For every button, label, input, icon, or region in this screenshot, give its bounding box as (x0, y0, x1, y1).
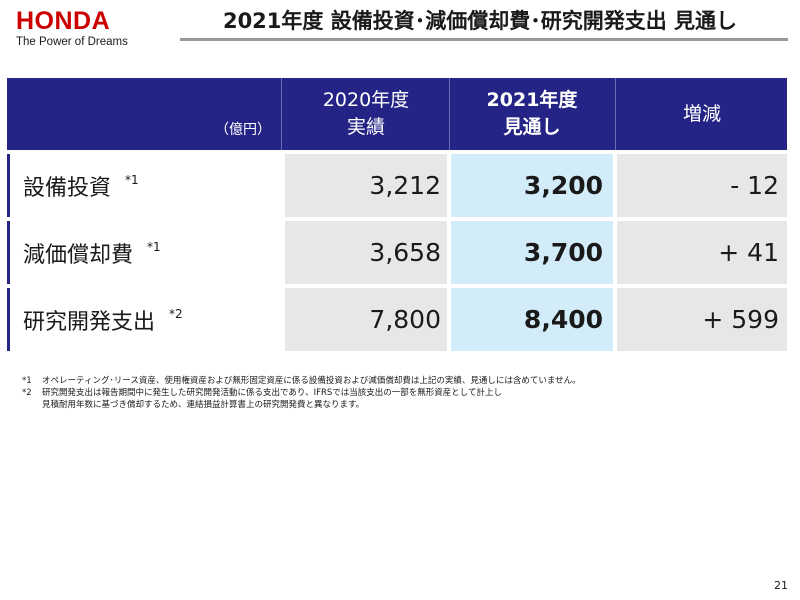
capex-table: （億円） 2020年度 実績 2021年度 見通し 増減 設備投資 *1 3,212 3,… (7, 78, 787, 351)
footnote-1-mark: *1 (22, 376, 32, 386)
page-number: 21 (774, 579, 788, 592)
footnote-2-mark: *2 (22, 388, 32, 398)
header-2020-year: 2020年度 (322, 89, 410, 111)
header-background (7, 78, 787, 150)
row-label: 研究開発支出 *2 (23, 288, 183, 351)
header-divider (281, 78, 282, 150)
footnote-2-text-line2: 見積耐用年数に基づき償却するため、連結損益計算書上の研究開発費と異なります。 (42, 400, 365, 410)
header-2021-year: 2021年度 (486, 89, 578, 111)
header-2021-sub: 見通し (503, 116, 561, 138)
honda-logo: HONDA The Power of Dreams (16, 8, 128, 49)
footnote-1: *1 オペレーティング･リース資産、使用権資産および無形固定資産に係る設備投資およ… (22, 375, 782, 387)
title-underline (180, 38, 788, 41)
row-label-text: 減価償却費 (23, 242, 134, 268)
header-divider (615, 78, 616, 150)
table-header-row: （億円） 2020年度 実績 2021年度 見通し 増減 (7, 78, 787, 150)
row-note: *2 (169, 306, 183, 321)
row-label: 減価償却費 *1 (23, 221, 161, 284)
row-note: *1 (147, 239, 161, 254)
logo-wordmark: HONDA (16, 7, 111, 35)
slide-title: 2021年度 設備投資･減価償却費･研究開発支出 見通し (222, 9, 738, 33)
table-row: 減価償却費 *1 3,658 3,700 + 41 (7, 221, 787, 284)
row-label-text: 設備投資 (23, 175, 112, 201)
cell-2021-forecast: 3,700 (451, 221, 613, 284)
row-marker (7, 288, 10, 351)
footnote-2: *2 研究開発支出は報告期間中に発生した研究開発活動に係る支出であり、IFRSでは… (22, 387, 782, 411)
cell-change: + 41 (617, 221, 787, 284)
row-label: 設備投資 *1 (23, 154, 139, 217)
cell-2021-forecast: 8,400 (451, 288, 613, 351)
table-row: 研究開発支出 *2 7,800 8,400 + 599 (7, 288, 787, 351)
table-row: 設備投資 *1 3,212 3,200- 12 (7, 154, 787, 217)
footnote-2-text-line1: 研究開発支出は報告期間中に発生した研究開発活動に係る支出であり、IFRSでは当該… (42, 388, 503, 398)
unit-label: （億円） (215, 122, 271, 138)
header-change: 増減 (682, 102, 721, 125)
footnotes: *1 オペレーティング･リース資産、使用権資産および無形固定資産に係る設備投資およ… (22, 375, 782, 411)
logo-tagline: The Power of Dreams (16, 36, 128, 48)
cell-change: - 12 (617, 154, 787, 217)
row-note: *1 (125, 172, 139, 187)
cell-2020-actual: 3,212 (285, 154, 447, 217)
header-divider (449, 78, 450, 150)
row-label-text: 研究開発支出 (23, 309, 156, 335)
header-2021-forecast: 2021年度 見通し (451, 78, 613, 150)
cell-2020-actual: 3,658 (285, 221, 447, 284)
header-2020-sub: 実績 (346, 116, 385, 138)
cell-2021-forecast: 3,200 (451, 154, 613, 217)
cell-change: + 599 (617, 288, 787, 351)
footnote-1-text: オペレーティング･リース資産、使用権資産および無形固定資産に係る設備投資および減… (42, 376, 581, 386)
row-marker (7, 221, 10, 284)
row-marker (7, 154, 10, 217)
cell-2020-actual: 7,800 (285, 288, 447, 351)
header-2020-actual: 2020年度 実績 (285, 78, 447, 150)
